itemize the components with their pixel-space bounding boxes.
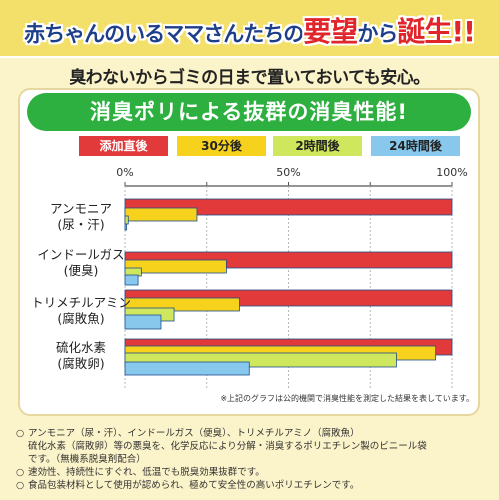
bar-0-0 — [124, 198, 453, 216]
category-label: (尿・汗) — [57, 217, 104, 232]
bar-1-1 — [124, 259, 227, 274]
headline-part-c: から — [357, 22, 398, 46]
chart-footnote: ※上記のグラフは公的機関で消臭性能を測定した結果を表しています。 — [220, 394, 474, 403]
headline-part-a: 赤ちゃんのいるママさんたちの — [24, 22, 304, 46]
x-tick-label: 0% — [116, 166, 133, 179]
note-line: ○ アンモニア（尿・汗）、インドールガス（便臭）、トリメチルアミノ（腐敗魚） — [16, 427, 486, 440]
note-text: 食品包装材料として使用が認められ、極めて安全性の高いポリエチレンです。 — [28, 480, 360, 491]
notes-list: ○ アンモニア（尿・汗）、インドールガス（便臭）、トリメチルアミノ（腐敗魚） 硫化水… — [16, 427, 486, 492]
note-text: です。（無機系脱臭剤配合） — [28, 454, 146, 465]
bar-1-0 — [124, 207, 198, 222]
note-line: 硫化水素（腐敗卵）等の悪臭を、化学反応により分解・消臭するポリエチレン製のビニー… — [16, 440, 486, 453]
bar-3-3 — [124, 361, 250, 376]
category-label: アンモニア — [50, 201, 112, 216]
note-bullet: ○ — [16, 467, 25, 478]
note-bullet: ○ — [16, 428, 25, 439]
category-label: 硫化水素 — [56, 340, 106, 355]
legend-item-3: 24時間後 — [371, 136, 460, 156]
note-line: ○ 速効性、持続性にすぐれ、低温でも脱臭効果抜群です。 — [16, 466, 486, 479]
category-label: トリメチルアミン — [31, 295, 131, 310]
note-line: ○ 食品包装材料として使用が認められ、極めて安全性の高いポリエチレンです。 — [16, 479, 486, 492]
bar-3-1 — [124, 274, 139, 286]
x-tick-label: 50% — [276, 166, 300, 179]
bar-2-0 — [124, 215, 129, 225]
note-bullet: ○ — [16, 480, 25, 491]
headline-part-b: 要望 — [303, 15, 358, 48]
note-text: 硫化水素（腐敗卵）等の悪臭を、化学反応により分解・消臭するポリエチレン製のビニー… — [28, 441, 427, 452]
legend-item-1: 30分後 — [177, 136, 266, 156]
category-label: インドールガス — [37, 247, 124, 262]
category-label: (腐敗卵) — [57, 356, 104, 371]
headline: 赤ちゃんのいるママさんたちの要望から誕生!! — [0, 10, 499, 50]
category-label: (腐敗魚) — [57, 311, 104, 326]
headline-part-d: 誕生!! — [397, 15, 476, 48]
legend-item-2: 2時間後 — [273, 136, 362, 156]
note-text: アンモニア（尿・汗）、インドールガス（便臭）、トリメチルアミノ（腐敗魚） — [28, 428, 360, 439]
subline: 臭わないからゴミの日まで置いておいても安心。 — [69, 68, 430, 88]
top-banner — [0, 0, 499, 58]
performance-banner: 消臭ポリによる抜群の消臭性能! — [27, 93, 471, 131]
legend-item-0: 添加直後 — [79, 136, 168, 156]
x-tick-label: 100% — [436, 166, 467, 179]
bar-3-2 — [124, 314, 162, 330]
category-label: (便臭) — [64, 263, 99, 278]
bar-3-0 — [124, 223, 128, 231]
note-text: 速効性、持続性にすぐれ、低温でも脱臭効果抜群です。 — [28, 467, 265, 478]
note-line: です。（無機系脱臭剤配合） — [16, 453, 486, 466]
